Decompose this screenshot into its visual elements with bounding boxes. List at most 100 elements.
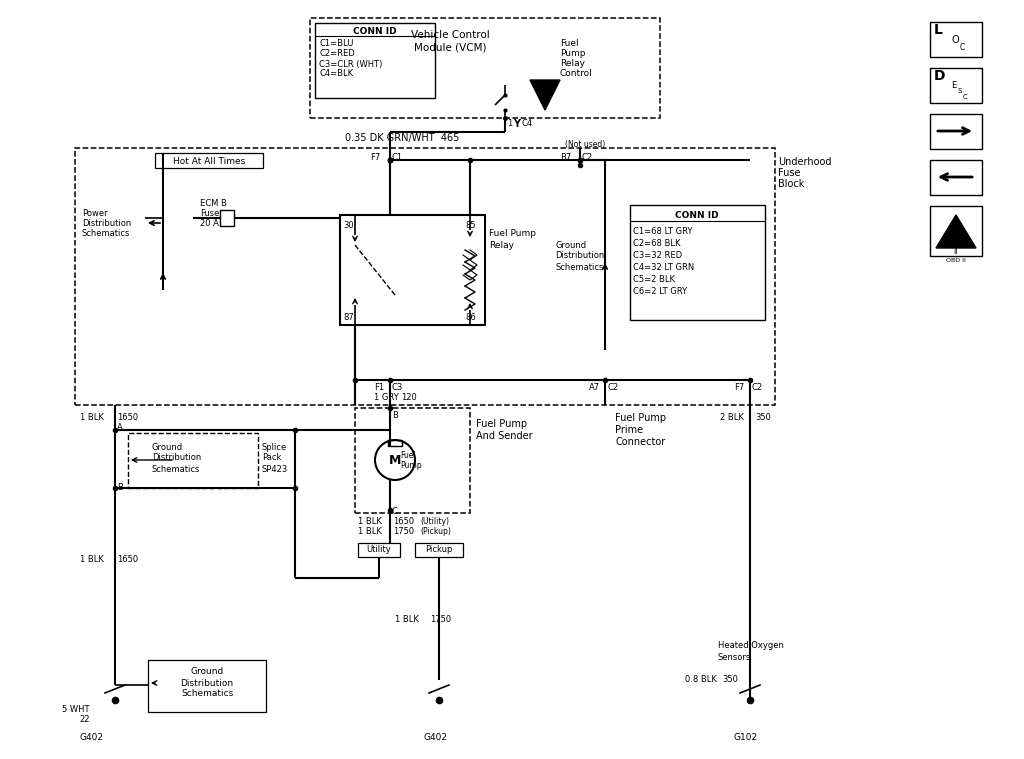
Bar (930, 160, 982, 195)
Text: 1750: 1750 (430, 616, 452, 625)
Text: Fuel Pump: Fuel Pump (615, 413, 667, 423)
Bar (315, 23, 435, 98)
Bar (930, 206, 982, 256)
Bar (310, 18, 660, 118)
Text: 1650: 1650 (117, 556, 138, 565)
Text: Splice: Splice (262, 442, 288, 452)
Text: C4: C4 (521, 119, 532, 128)
Text: (Utility): (Utility) (420, 518, 449, 527)
Text: B: B (117, 483, 123, 492)
Text: CONN ID: CONN ID (353, 27, 397, 36)
Text: Distribution: Distribution (152, 453, 202, 462)
Text: C1=68 LT GRY: C1=68 LT GRY (633, 228, 692, 237)
Text: II: II (953, 247, 958, 257)
Bar (75, 148, 775, 405)
Text: 5 WHT: 5 WHT (62, 706, 90, 714)
Text: Distribution: Distribution (555, 251, 604, 260)
Text: Fuse: Fuse (778, 168, 801, 178)
Text: SP423: SP423 (262, 465, 288, 474)
Text: 87: 87 (343, 313, 353, 322)
Text: CONN ID: CONN ID (675, 210, 719, 219)
Text: C: C (961, 43, 966, 52)
Text: Schematics: Schematics (152, 465, 201, 474)
Text: Ground: Ground (555, 241, 586, 250)
Text: 1 BLK: 1 BLK (80, 556, 103, 565)
Text: 1 GRY: 1 GRY (374, 392, 398, 402)
Text: 1650: 1650 (117, 414, 138, 423)
Text: And Sender: And Sender (476, 431, 532, 441)
Text: Utility: Utility (367, 546, 391, 555)
Text: C2=RED: C2=RED (319, 49, 354, 58)
Text: C2: C2 (582, 153, 593, 162)
Text: (Not used): (Not used) (565, 140, 605, 150)
Text: 1 BLK: 1 BLK (395, 616, 419, 625)
Text: Schematics: Schematics (82, 228, 130, 238)
Text: Fuel: Fuel (560, 39, 579, 49)
Text: 0.35 DK GRN/WHT  465: 0.35 DK GRN/WHT 465 (345, 133, 460, 143)
Text: 350: 350 (722, 676, 738, 685)
Text: C2: C2 (607, 383, 618, 392)
Bar (630, 205, 765, 320)
Bar (220, 210, 234, 226)
Text: C3=CLR (WHT): C3=CLR (WHT) (319, 59, 382, 68)
Text: Schematics: Schematics (181, 689, 233, 698)
Text: Sensors: Sensors (718, 653, 752, 662)
Text: 1 BLK: 1 BLK (358, 518, 382, 527)
Text: A7: A7 (589, 383, 600, 392)
Text: B7: B7 (560, 153, 571, 162)
Text: S: S (958, 88, 963, 94)
Text: Relay: Relay (489, 241, 514, 250)
Text: ECM B: ECM B (200, 199, 227, 207)
Text: 2 BLK: 2 BLK (720, 414, 743, 423)
Text: G402: G402 (79, 733, 103, 742)
Text: 85: 85 (465, 221, 475, 229)
Text: OBD II: OBD II (946, 257, 966, 263)
Text: F7: F7 (734, 383, 744, 392)
Text: Connector: Connector (615, 437, 666, 447)
Text: Underhood: Underhood (778, 157, 831, 167)
Bar (415, 543, 463, 557)
Text: 20 A: 20 A (200, 219, 219, 228)
Text: Fuel Pump: Fuel Pump (489, 228, 536, 238)
Text: 86: 86 (465, 313, 476, 322)
Bar (340, 215, 485, 325)
Text: G102: G102 (733, 733, 757, 742)
Text: M: M (389, 453, 401, 467)
Text: Hot At All Times: Hot At All Times (173, 156, 245, 165)
Polygon shape (936, 215, 976, 248)
Text: F1: F1 (374, 383, 384, 392)
Text: 30: 30 (343, 221, 353, 229)
Bar (930, 68, 982, 103)
Text: Relay: Relay (560, 59, 585, 68)
Text: Vehicle Control: Vehicle Control (411, 30, 489, 40)
Bar (355, 408, 470, 513)
Text: C: C (963, 94, 968, 100)
Text: Fuel Pump: Fuel Pump (476, 419, 527, 429)
Polygon shape (530, 80, 560, 110)
Text: 350: 350 (755, 414, 771, 423)
Text: D: D (934, 69, 945, 83)
Text: E: E (951, 81, 956, 90)
Text: C6=2 LT GRY: C6=2 LT GRY (633, 288, 687, 297)
Text: Control: Control (560, 70, 593, 78)
Text: Pump: Pump (400, 461, 422, 470)
Text: O: O (951, 35, 958, 45)
Text: Pump: Pump (560, 49, 586, 58)
Text: F7: F7 (370, 153, 380, 162)
Text: Ground: Ground (190, 667, 223, 676)
Text: L: L (934, 23, 943, 37)
Bar (930, 114, 982, 149)
Text: C: C (392, 508, 398, 517)
Text: Pickup: Pickup (425, 546, 453, 555)
Text: 1750: 1750 (393, 528, 414, 537)
Text: Ground: Ground (152, 442, 183, 452)
Text: Pack: Pack (262, 453, 282, 462)
Text: (Pickup): (Pickup) (420, 528, 451, 537)
Text: Fuel: Fuel (400, 451, 416, 459)
Text: Block: Block (778, 179, 805, 189)
Text: C2=68 BLK: C2=68 BLK (633, 240, 681, 248)
Text: C2: C2 (752, 383, 763, 392)
Bar (358, 543, 400, 557)
Text: 1650: 1650 (393, 518, 414, 527)
Text: 120: 120 (401, 392, 417, 402)
